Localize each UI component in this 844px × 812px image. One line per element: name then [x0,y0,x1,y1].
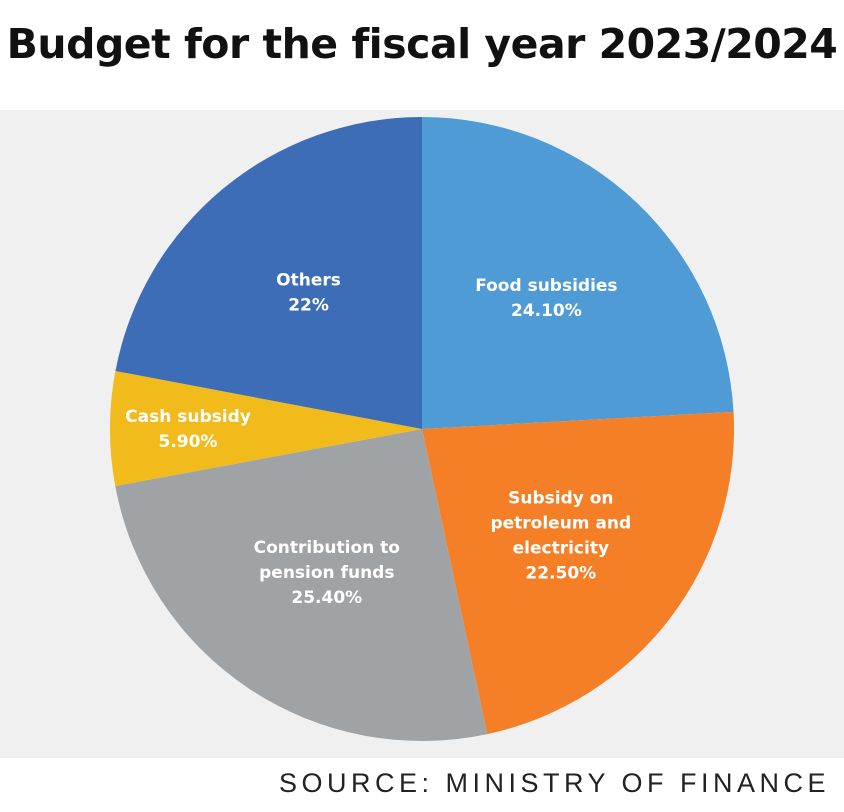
slice-value-label: 22.50% [525,564,596,584]
slice-name-line: Others [276,271,341,291]
slice-name-line: pension funds [259,563,394,583]
pie-slice-2 [115,429,488,742]
slice-name-line: Subsidy on [508,489,613,509]
slice-value-label: 24.10% [511,301,582,321]
slice-label-1: Subsidy on petroleum and electricity 22.50% [490,489,631,584]
slice-name-line: Cash subsidy [125,407,251,427]
slice-name-line: Food subsidies [475,276,617,296]
pie-chart: Food subsidies 24.10% Subsidy on petroleum … [110,117,734,742]
slice-label-4: Others 22% [276,271,341,316]
slice-label-3: Cash subsidy 5.90% [125,407,251,452]
slice-name-line: electricity [513,539,609,559]
source-note: SOURCE: MINISTRY OF FINANCE [278,768,830,798]
slice-label-2: Contribution to pension funds 25.40% [254,538,400,608]
chart-title: Budget for the fiscal year 2023/2024 [6,20,838,68]
slice-value-label: 25.40% [291,588,362,608]
slice-name-line: petroleum and [490,514,631,534]
slice-name-line: Contribution to [254,538,400,558]
slice-value-label: 5.90% [159,432,218,452]
chart-area: Food subsidies 24.10% Subsidy on petroleum … [0,110,844,758]
slice-label-0: Food subsidies 24.10% [475,276,617,321]
pie-slice-4 [115,117,423,429]
pie-slice-3 [110,370,422,487]
pie-slice-1 [422,411,734,735]
title-band: Budget for the fiscal year 2023/2024 [0,0,844,110]
slice-value-label: 22% [288,296,329,316]
source-band: SOURCE: MINISTRY OF FINANCE [0,758,844,812]
pie-slice-0 [422,117,734,429]
